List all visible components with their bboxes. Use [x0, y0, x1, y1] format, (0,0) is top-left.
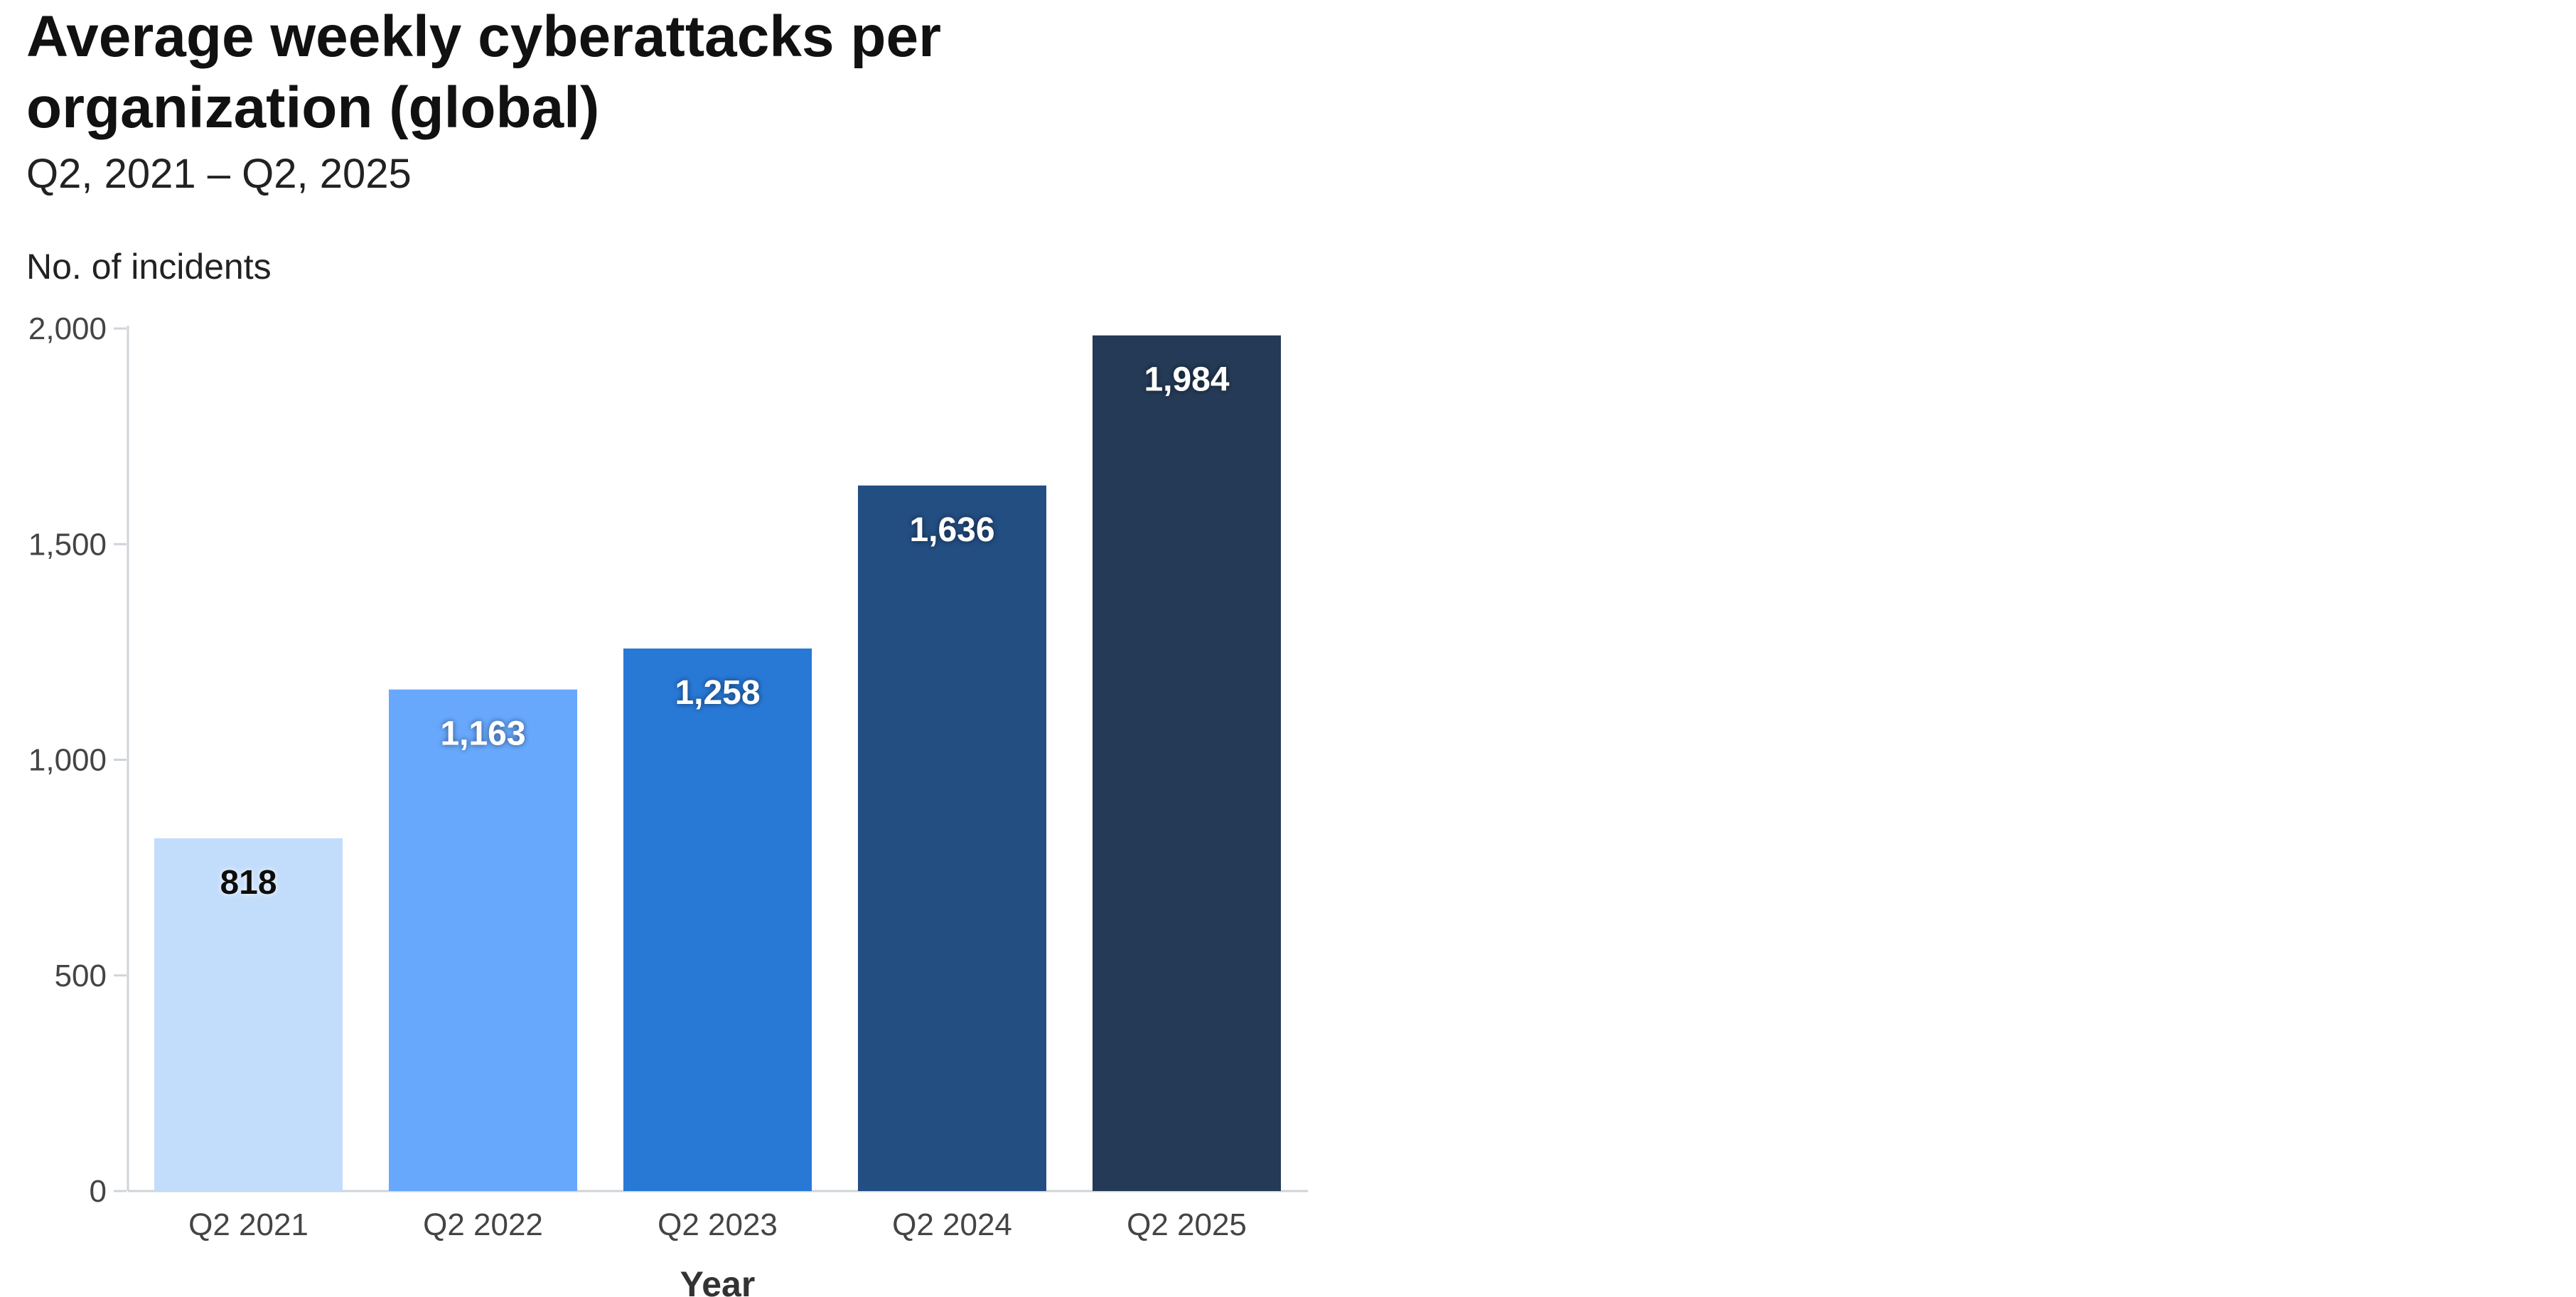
- bar-q2-2023: [623, 648, 812, 1191]
- bar-q2-2024: [858, 485, 1046, 1191]
- y-tick-label: 500: [55, 959, 107, 993]
- x-axis-title: Year: [680, 1264, 756, 1297]
- x-tick-label: Q2 2021: [188, 1207, 308, 1242]
- x-tick-label: Q2 2025: [1127, 1207, 1247, 1242]
- x-tick-label: Q2 2022: [423, 1207, 543, 1242]
- y-tick-label: 1,500: [28, 527, 107, 562]
- x-tick-label: Q2 2023: [658, 1207, 778, 1242]
- chart-subtitle: Q2, 2021 – Q2, 2025: [26, 151, 412, 197]
- y-axis-title: No. of incidents: [26, 247, 272, 287]
- data-label: 1,258: [675, 674, 760, 712]
- x-tick-label: Q2 2024: [892, 1207, 1012, 1242]
- y-tick-label: 0: [90, 1174, 107, 1209]
- data-label: 1,163: [440, 715, 525, 753]
- chart-title: Average weekly cyberattacks per organiza…: [26, 4, 941, 140]
- bar-q2-2022: [389, 689, 577, 1191]
- data-label: 818: [220, 864, 277, 902]
- bar-chart: No. of incidents 0 500 1,000 1,500 2,000 818 Q2…: [26, 247, 1308, 1297]
- bar-q2-2025: [1093, 335, 1281, 1191]
- y-tick-label: 2,000: [28, 311, 107, 346]
- data-label: 1,636: [909, 511, 994, 549]
- data-label: 1,984: [1144, 361, 1229, 399]
- bar-q2-2021: [154, 838, 343, 1191]
- y-tick-label: 1,000: [28, 743, 107, 778]
